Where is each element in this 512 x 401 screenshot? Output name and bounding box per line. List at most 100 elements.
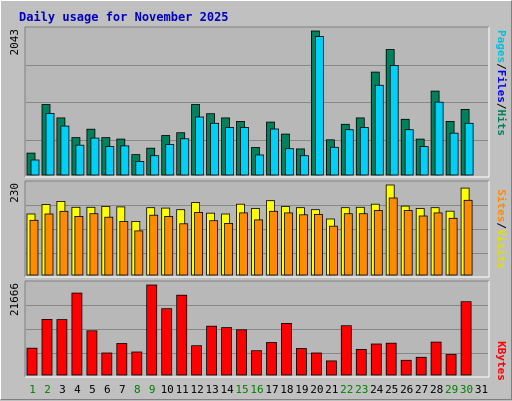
bar-files-day-12 bbox=[195, 116, 205, 176]
x-tick-label: 26 bbox=[400, 383, 413, 396]
x-tick-label: 30 bbox=[460, 383, 473, 396]
bar-kbytes-day-4 bbox=[71, 292, 83, 376]
chart-title: Daily usage for November 2025 bbox=[19, 10, 229, 24]
bar-files-day-1 bbox=[30, 159, 40, 176]
x-tick-label: 19 bbox=[295, 383, 308, 396]
legend-kbytes: KBytes bbox=[495, 341, 508, 381]
x-tick-label: 2 bbox=[44, 383, 51, 396]
x-tick-label: 14 bbox=[220, 383, 234, 396]
bar-files-day-27 bbox=[419, 146, 429, 176]
bar-sites-day-14 bbox=[224, 222, 234, 276]
bar-kbytes-day-22 bbox=[340, 325, 352, 376]
bar-sites-day-29 bbox=[448, 217, 458, 276]
bar-files-day-14 bbox=[225, 127, 235, 176]
bar-kbytes-day-1 bbox=[26, 347, 38, 376]
bar-sites-day-23 bbox=[358, 213, 368, 276]
x-tick-label: 4 bbox=[74, 383, 81, 396]
bar-files-day-4 bbox=[75, 144, 85, 176]
legend-sites-label: Sites bbox=[495, 189, 508, 222]
legend-separator: / bbox=[495, 63, 508, 70]
bar-files-day-6 bbox=[105, 146, 115, 176]
bar-kbytes-day-17 bbox=[266, 342, 277, 376]
legend-visits-label: Visits bbox=[495, 229, 508, 269]
bar-sites-day-8 bbox=[134, 230, 144, 276]
bar-files-day-11 bbox=[180, 138, 190, 176]
bar-sites-day-7 bbox=[119, 221, 129, 276]
x-tick-label: 28 bbox=[430, 383, 443, 396]
bar-files-day-23 bbox=[359, 127, 369, 176]
bar-sites-day-18 bbox=[284, 212, 293, 276]
bar-files-day-24 bbox=[374, 84, 384, 176]
bar-files-day-16 bbox=[255, 154, 264, 176]
bar-files-day-30 bbox=[464, 122, 474, 176]
bar-sites-day-3 bbox=[59, 210, 69, 276]
bar-kbytes-day-7 bbox=[116, 343, 128, 376]
x-tick-label: 27 bbox=[415, 383, 428, 396]
bar-sites-day-5 bbox=[89, 213, 99, 276]
bar-sites-day-17 bbox=[269, 210, 278, 276]
legend-visits-sites: Sites/Visits bbox=[495, 189, 508, 269]
bar-kbytes-day-27 bbox=[415, 356, 427, 376]
legend-hits-files-pages: Pages/Files/Hits bbox=[495, 30, 508, 136]
bar-files-day-7 bbox=[120, 145, 130, 176]
x-tick-label: 22 bbox=[340, 383, 353, 396]
bar-sites-day-15 bbox=[239, 212, 248, 276]
x-tick-label: 7 bbox=[119, 383, 126, 396]
x-tick-label: 23 bbox=[355, 383, 368, 396]
x-tick-label: 20 bbox=[310, 383, 323, 396]
x-tick-label: 9 bbox=[149, 383, 156, 396]
bar-kbytes-day-20 bbox=[310, 352, 322, 376]
x-tick-label: 17 bbox=[265, 383, 278, 396]
bar-files-day-10 bbox=[165, 144, 175, 176]
bar-kbytes-day-26 bbox=[400, 359, 412, 376]
bar-files-day-18 bbox=[285, 148, 294, 176]
bar-files-day-19 bbox=[299, 155, 309, 176]
x-tick-label: 18 bbox=[280, 383, 293, 396]
bar-kbytes-day-3 bbox=[56, 319, 68, 376]
bar-kbytes-day-30 bbox=[460, 301, 472, 376]
x-tick-label: 15 bbox=[235, 383, 248, 396]
bar-files-day-8 bbox=[135, 160, 145, 176]
bar-kbytes-day-23 bbox=[355, 348, 367, 376]
bar-kbytes-day-25 bbox=[385, 342, 397, 376]
bar-files-day-2 bbox=[45, 113, 55, 176]
visits-panel-ymax-label: 230 bbox=[8, 183, 21, 203]
x-tick-label: 10 bbox=[161, 383, 174, 396]
bar-kbytes-day-24 bbox=[370, 343, 382, 376]
bar-files-day-17 bbox=[270, 128, 279, 176]
x-tick-label: 24 bbox=[370, 383, 384, 396]
x-tick-label: 31 bbox=[475, 383, 488, 396]
bar-files-day-26 bbox=[404, 129, 414, 176]
x-tick-label: 16 bbox=[250, 383, 263, 396]
bar-sites-day-1 bbox=[29, 219, 39, 276]
bar-kbytes-day-19 bbox=[295, 348, 307, 376]
x-tick-label: 3 bbox=[59, 383, 66, 396]
bar-sites-day-24 bbox=[373, 210, 383, 276]
bar-sites-day-27 bbox=[418, 215, 428, 276]
bar-sites-day-12 bbox=[194, 212, 204, 276]
bar-files-day-25 bbox=[389, 65, 399, 176]
bar-kbytes-day-13 bbox=[206, 325, 218, 376]
legend-separator: / bbox=[495, 103, 508, 110]
x-tick-label: 29 bbox=[445, 383, 458, 396]
bar-kbytes-day-21 bbox=[325, 360, 337, 376]
bar-kbytes-day-12 bbox=[191, 345, 203, 376]
bar-sites-day-16 bbox=[254, 219, 263, 276]
bar-sites-day-21 bbox=[328, 225, 338, 276]
bar-kbytes-day-18 bbox=[281, 322, 292, 376]
bar-sites-day-13 bbox=[209, 220, 219, 276]
x-tick-label: 8 bbox=[134, 383, 141, 396]
bar-kbytes-day-14 bbox=[221, 327, 233, 376]
bar-kbytes-day-16 bbox=[251, 350, 262, 376]
bar-sites-day-19 bbox=[298, 214, 308, 276]
x-tick-label: 1 bbox=[29, 383, 36, 396]
bar-kbytes-day-29 bbox=[445, 354, 457, 376]
bar-sites-day-10 bbox=[164, 215, 174, 276]
x-tick-label: 6 bbox=[104, 383, 111, 396]
bar-sites-day-30 bbox=[463, 199, 473, 276]
bar-files-day-21 bbox=[329, 146, 339, 176]
x-tick-label: 13 bbox=[205, 383, 218, 396]
kbytes-panel-ymax-label: 21666 bbox=[8, 283, 21, 316]
